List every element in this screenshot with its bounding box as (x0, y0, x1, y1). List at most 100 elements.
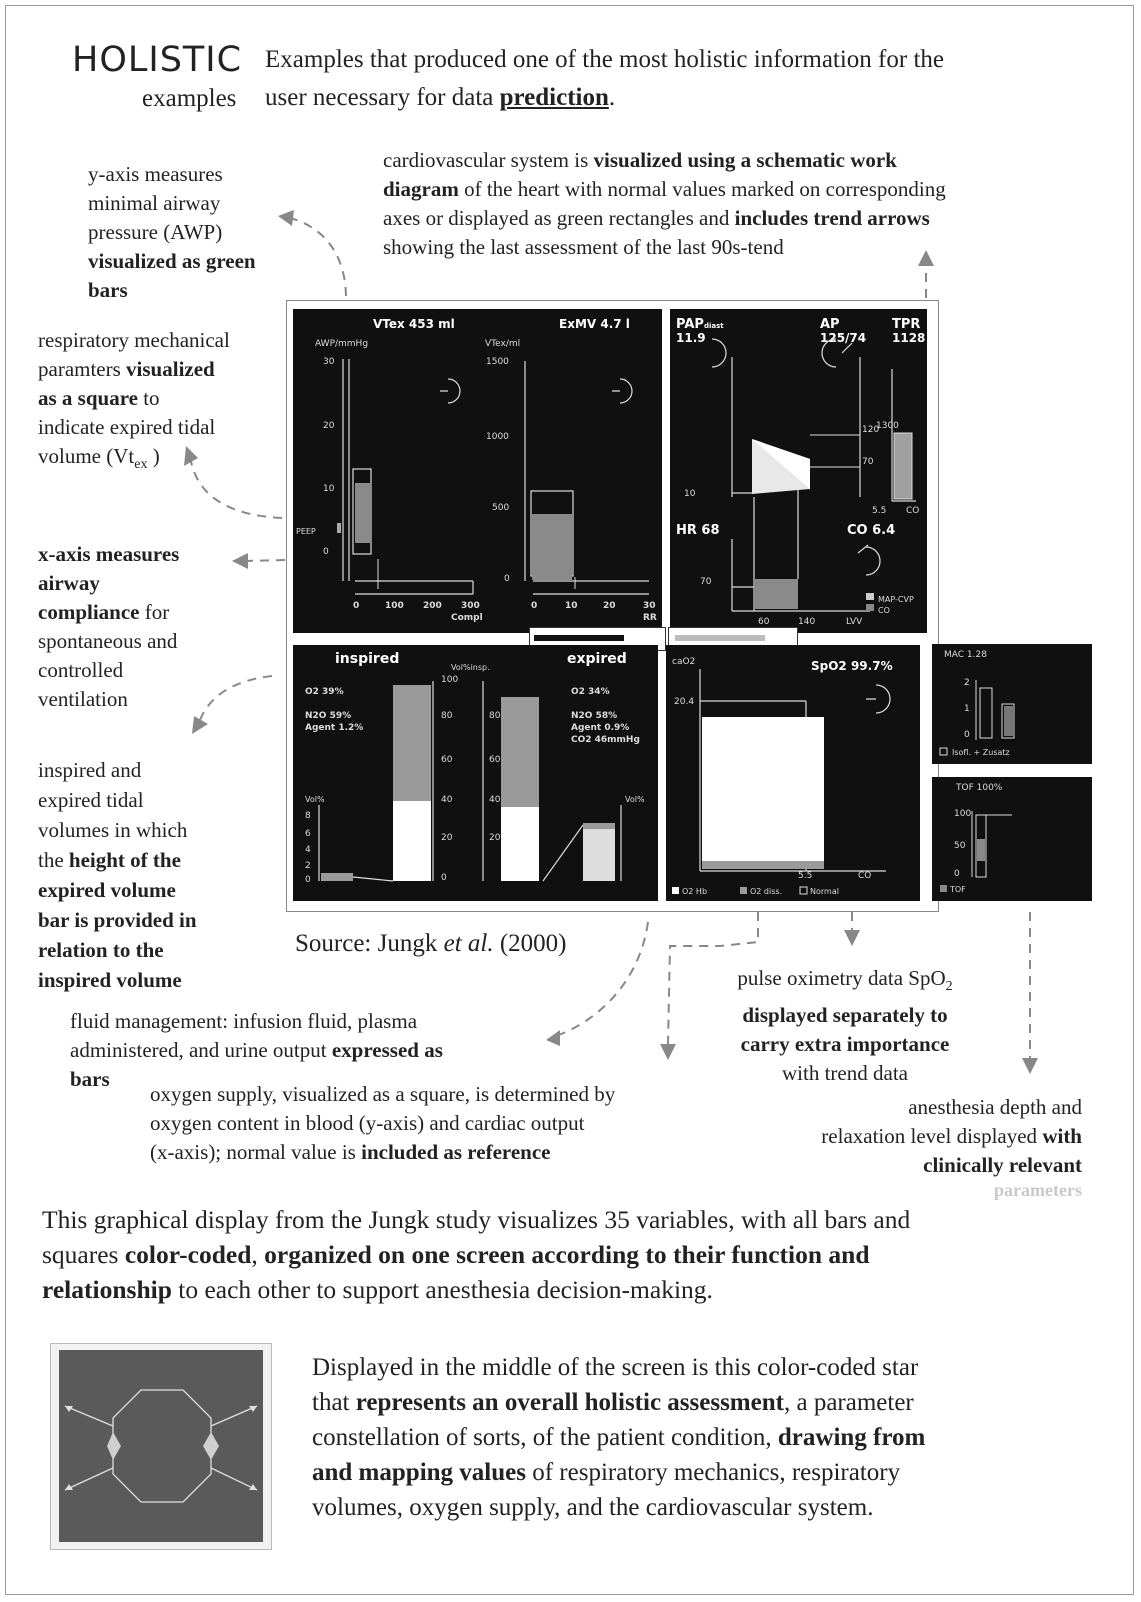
cardiovascular-panel: PAPdiast 11.9 AP 125/74 TPR 1128 HR 68 C… (670, 309, 927, 633)
monitor-screenshot: VTex 453 ml ExMV 4.7 l AWP/mmHg VTex/ml … (286, 300, 939, 912)
n2o-expired: N2O 58% (571, 711, 618, 721)
co2-expired: CO2 46mmHg (571, 735, 640, 745)
compl-tick: 0 (353, 601, 360, 611)
tof-panel: TOF 100% 100 50 0 TOF (932, 777, 1092, 901)
agent-expired: Agent 0.9% (571, 723, 630, 733)
paragraph-star: Displayed in the middle of the screen is… (312, 1354, 926, 1521)
pap-tick: 10 (684, 489, 696, 499)
tof-tick: 100 (954, 809, 972, 819)
pct-tick: 40 (441, 795, 453, 805)
rr-tick: 30 (643, 601, 656, 611)
cao2-axis-label: caO2 (672, 657, 696, 667)
annotation-cardio: cardiovascular system is visualized usin… (383, 148, 946, 259)
vol-insp-axis: Vol%insp. (451, 663, 490, 672)
header-subtitle: examples (142, 85, 237, 112)
mac-readout: MAC 1.28 (944, 650, 987, 660)
lvv-tick: 140 (798, 617, 816, 627)
agent-inspired: Agent 1.2% (305, 723, 364, 733)
vol-pct-axis-right: Vol% (625, 795, 645, 804)
inspired-label: inspired (335, 651, 400, 667)
pct-tick: 80 (441, 711, 453, 721)
annotation-resp-mech: respiratory mechanical paramters visuali… (38, 328, 230, 473)
legend-map-cvp: MAP-CVP (878, 595, 914, 604)
legend-co: CO (878, 606, 890, 615)
mac-tick: 1 (964, 704, 970, 714)
tof-legend: TOF (950, 885, 966, 894)
tpr-label: TPR (892, 317, 921, 332)
header-intro-line1: Examples that produced one of the most h… (265, 46, 945, 73)
small-tick: 2 (305, 861, 311, 871)
pap-label: PAPdiast (676, 317, 724, 332)
pct-tick: 40 (489, 795, 501, 805)
ap-tick: 120 (862, 425, 880, 435)
pct-tick: 60 (489, 755, 501, 765)
hr-readout: HR 68 (676, 523, 720, 538)
pct-tick: 20 (489, 833, 501, 843)
vt-tick: 1000 (486, 432, 509, 442)
annotation-awp: y-axis measures minimal airway pressure … (88, 162, 256, 302)
annotation-tidal: inspired and expired tidal volumes in wh… (38, 758, 197, 992)
respiratory-graphics (337, 359, 649, 595)
mac-panel: MAC 1.28 2 1 0 Isofl. + Zusatz (932, 644, 1092, 764)
rr-label: RR (643, 613, 657, 623)
annotation-fluid: fluid management: infusion fluid, plasma… (70, 1009, 443, 1091)
annotation-oxygen: oxygen supply, visualized as a square, i… (150, 1082, 616, 1164)
vol-pct-axis-left: Vol% (305, 795, 325, 804)
exmv-readout: ExMV 4.7 l (559, 317, 630, 331)
co-tick: 5.5 (872, 506, 887, 516)
small-tick: 8 (305, 811, 311, 821)
spo2-graphics (672, 669, 891, 895)
rr-tick: 0 (531, 601, 538, 611)
compl-tick: 100 (385, 601, 404, 611)
star-image-frame (50, 1343, 272, 1550)
n2o-inspired: N2O 59% (305, 711, 352, 721)
o2-inspired: O2 39% (305, 687, 344, 697)
vt-tick: 500 (492, 503, 510, 513)
awp-tick: 30 (323, 357, 335, 367)
page-border (5, 5, 1134, 1595)
lvv-tick: 60 (758, 617, 770, 627)
gases-panel: inspired expired O2 39% N2O 59% Agent 1.… (293, 645, 658, 901)
rr-tick: 20 (603, 601, 616, 611)
respiratory-panel: VTex 453 ml ExMV 4.7 l AWP/mmHg VTex/ml … (293, 309, 662, 633)
spo2-panel: caO2 SpO2 99.7% 20.4 5.5 CO O2 Hb O2 dis… (666, 645, 920, 901)
spo2-tick-204: 20.4 (674, 697, 695, 707)
mac-tick: 2 (964, 678, 970, 688)
peep-label: PEEP (296, 527, 316, 536)
awp-tick: 0 (323, 547, 329, 557)
pct-tick: 0 (441, 873, 447, 883)
pct-tick: 20 (441, 833, 453, 843)
source-citation: Source: Jungk et al. (2000) (295, 930, 567, 957)
spo2-co-axis: CO (858, 871, 872, 881)
cardio-graphics (711, 338, 916, 612)
tof-tick: 50 (954, 841, 966, 851)
co-axis-label: CO (906, 506, 920, 516)
compl-tick: 200 (423, 601, 442, 611)
holistic-star-image (59, 1350, 263, 1542)
ap-tick: 70 (862, 457, 874, 467)
ap-label: AP (820, 317, 840, 332)
o2-expired: O2 34% (571, 687, 610, 697)
vt-tick: 1500 (486, 357, 509, 367)
small-tick: 0 (305, 875, 311, 885)
header-title: HOLISTIC (72, 40, 243, 80)
spo2-tick-55: 5.5 (798, 871, 813, 881)
expired-label: expired (567, 651, 627, 667)
pct-tick: 80 (489, 711, 501, 721)
vtex-readout: VTex 453 ml (373, 317, 455, 331)
tof-graphics (940, 811, 1012, 892)
vt-tick: 0 (504, 574, 510, 584)
legend-normal: Normal (810, 887, 839, 896)
paragraph-summary: This graphical display from the Jungk st… (42, 1205, 911, 1304)
annotation-pulse: pulse oximetry data SpO2 displayed separ… (737, 966, 953, 1086)
legend-o2hb: O2 Hb (682, 887, 708, 896)
vtex-axis-label: VTex/ml (485, 339, 521, 349)
mac-tick: 0 (964, 730, 970, 740)
annotation-anesthesia: anesthesia depth and relaxation level di… (821, 1095, 1082, 1200)
awp-tick: 10 (323, 484, 335, 494)
gases-graphics (318, 681, 622, 882)
rr-tick: 10 (565, 601, 578, 611)
awp-tick: 20 (323, 421, 335, 431)
tpr-tick: 1300 (876, 421, 899, 431)
co-readout: CO 6.4 (847, 523, 896, 538)
